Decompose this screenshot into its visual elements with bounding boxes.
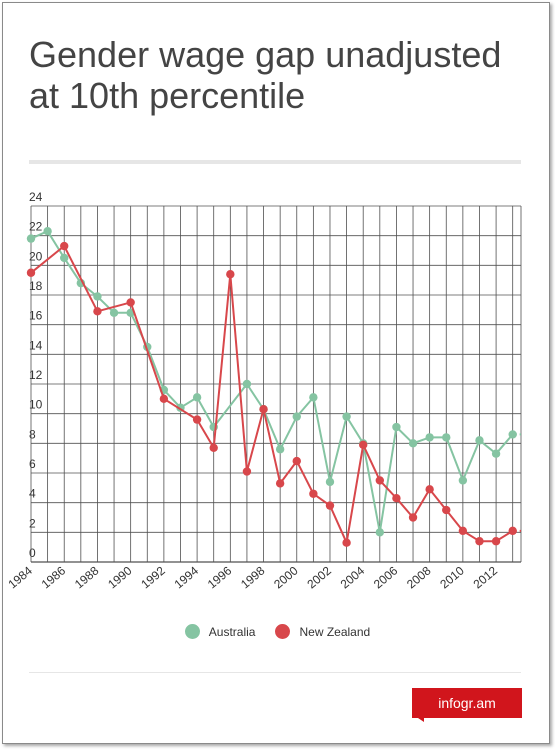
data-point-new-zealand <box>26 268 36 277</box>
x-tick-label: 2002 <box>304 563 334 591</box>
data-point-australia <box>43 227 52 236</box>
y-tick-label: 16 <box>29 309 43 323</box>
x-tick-label: 2008 <box>404 563 434 591</box>
infogram-logo-text: infogr.am <box>438 695 496 711</box>
y-tick-label: 2 <box>29 516 36 530</box>
y-tick-label: 8 <box>29 427 36 441</box>
data-point-australia <box>508 430 517 439</box>
series-line-australia <box>30 230 514 534</box>
data-point-new-zealand <box>458 526 468 536</box>
data-point-new-zealand <box>508 526 517 536</box>
data-point-new-zealand <box>475 537 484 546</box>
legend-label-australia: Australia <box>208 624 256 639</box>
x-tick-label: 2000 <box>271 563 301 591</box>
y-tick-label: 22 <box>29 220 43 234</box>
data-point-australia <box>275 445 285 454</box>
x-tick-label: 2010 <box>437 563 467 591</box>
data-point-australia <box>309 393 318 402</box>
data-point-australia <box>192 393 202 402</box>
y-tick-label: 20 <box>29 249 43 263</box>
data-point-new-zealand <box>159 394 169 404</box>
data-point-australia <box>26 234 36 243</box>
data-point-australia <box>425 433 434 442</box>
data-point-new-zealand <box>375 476 385 485</box>
data-point-new-zealand <box>192 415 202 424</box>
data-point-new-zealand <box>275 479 285 488</box>
data-point-australia <box>60 253 69 263</box>
legend: Australia New Zealand <box>0 624 555 639</box>
data-point-australia <box>375 528 385 537</box>
data-point-australia <box>342 412 351 421</box>
legend-swatch-new-zealand <box>275 624 291 639</box>
data-point-new-zealand <box>359 440 368 450</box>
y-tick-label: 4 <box>29 487 36 501</box>
data-point-new-zealand <box>242 467 252 476</box>
data-point-new-zealand <box>126 298 135 307</box>
data-point-new-zealand <box>93 307 102 316</box>
data-point-new-zealand <box>491 537 501 546</box>
y-tick-label: 18 <box>29 279 43 293</box>
data-point-new-zealand <box>342 538 351 547</box>
x-tick-label: 1988 <box>72 563 102 591</box>
x-tick-label: 1990 <box>105 563 135 591</box>
y-tick-label: 14 <box>29 338 43 352</box>
data-point-new-zealand <box>209 443 218 452</box>
data-point-australia <box>109 308 119 317</box>
footer-divider <box>29 672 521 673</box>
data-point-new-zealand <box>309 489 318 498</box>
y-tick-label: 0 <box>29 546 36 560</box>
data-point-australia <box>491 449 501 458</box>
x-tick-label: 1994 <box>172 563 202 591</box>
legend-swatch-australia <box>184 624 200 639</box>
x-tick-label: 2004 <box>338 563 368 591</box>
data-point-new-zealand <box>442 505 451 515</box>
data-point-new-zealand <box>60 241 69 251</box>
y-tick-label: 6 <box>29 457 36 471</box>
chart-card <box>2 2 550 744</box>
data-point-new-zealand <box>259 405 268 414</box>
data-point-australia <box>292 412 301 421</box>
chart-title: Gender wage gap unadjusted at 10th perce… <box>29 34 502 116</box>
y-tick-label: 10 <box>29 398 43 412</box>
data-point-new-zealand <box>408 513 418 522</box>
x-tick-label: 1984 <box>5 563 35 591</box>
x-tick-label: 2012 <box>471 563 501 591</box>
data-point-australia <box>392 422 401 432</box>
legend-label-new-zealand: New Zealand <box>299 624 371 639</box>
infogram-logo[interactable]: infogr.am <box>412 688 522 718</box>
data-point-new-zealand <box>325 501 335 510</box>
legend-item-new-zealand[interactable]: New Zealand <box>275 624 370 639</box>
x-tick-label: 1992 <box>138 563 168 591</box>
data-point-australia <box>442 433 451 442</box>
data-point-new-zealand <box>392 494 401 503</box>
data-point-australia <box>93 292 102 301</box>
data-point-new-zealand <box>425 485 434 494</box>
data-point-australia <box>325 477 335 487</box>
data-point-australia <box>475 436 484 445</box>
x-tick-label: 1998 <box>238 563 268 591</box>
data-point-new-zealand <box>226 270 235 279</box>
data-point-australia <box>408 439 418 448</box>
title-divider <box>29 160 521 164</box>
data-point-australia <box>242 379 252 389</box>
data-point-australia <box>458 476 468 485</box>
data-point-new-zealand <box>292 456 301 466</box>
y-tick-label: 12 <box>29 368 43 382</box>
y-tick-label: 24 <box>29 190 43 204</box>
x-tick-label: 1986 <box>39 563 69 591</box>
legend-item-australia[interactable]: Australia <box>184 624 256 639</box>
infogram-logo-tab <box>412 714 424 722</box>
x-tick-label: 1996 <box>205 563 235 591</box>
x-tick-label: 2006 <box>371 563 401 591</box>
series-line-new-zealand <box>30 245 514 544</box>
